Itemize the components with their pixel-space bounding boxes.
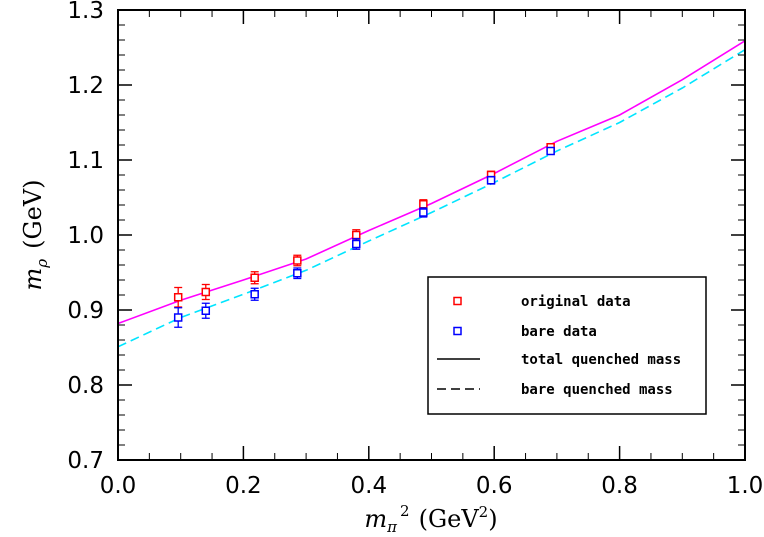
legend-marker-original-data <box>453 296 462 306</box>
legend-marker-bare-data <box>453 326 462 336</box>
legend-label: original data <box>521 294 631 310</box>
bare-data-point <box>173 313 183 322</box>
x-axis-subscript: π <box>386 518 398 536</box>
y-tick-label: 1.0 <box>67 223 104 249</box>
bare-quenched-mass-curve <box>118 49 745 348</box>
original-data-point <box>293 256 302 265</box>
original-data-point <box>419 200 428 209</box>
y-axis-label: mρ (GeV) <box>19 179 51 290</box>
y-tick-label: 1.3 <box>67 0 104 24</box>
bare-data-point <box>352 239 361 249</box>
x-tick-label: 0.0 <box>100 473 137 499</box>
x-tick-label: 1.0 <box>727 473 764 499</box>
x-axis-units-sup: 2 <box>479 503 489 521</box>
y-tick-label: 0.9 <box>67 298 104 324</box>
legend: original data bare data total quenched mas… <box>427 276 707 415</box>
y-axis-units: (GeV) <box>19 179 47 248</box>
y-tick-label: 0.7 <box>67 448 104 474</box>
x-tick-label: 0.2 <box>225 473 262 499</box>
x-tick-labels: 0.0 0.2 0.4 0.6 0.8 1.0 <box>100 473 764 499</box>
bare-data-point <box>201 306 211 315</box>
legend-label: bare quenched mass <box>521 382 673 398</box>
original-data-point <box>250 273 259 282</box>
bare-data-point <box>546 146 555 156</box>
x-tick-label: 0.4 <box>351 473 388 499</box>
data-points-layer <box>173 143 555 328</box>
bare-data-point <box>486 176 496 185</box>
y-tick-labels: 0.7 0.8 0.9 1.0 1.1 1.2 1.3 <box>67 0 104 474</box>
x-axis-label: mπ2 (GeV2) <box>364 502 497 536</box>
legend-entries: original data bare data total quenched mas… <box>437 294 681 398</box>
legend-label: total quenched mass <box>521 352 681 368</box>
y-tick-label: 0.8 <box>67 373 104 399</box>
x-axis-symbol: m <box>364 505 387 533</box>
bare-data-point <box>250 290 259 299</box>
bare-data-point <box>293 269 302 278</box>
original-data-point <box>201 287 211 297</box>
y-axis-subscript: ρ <box>33 259 51 269</box>
x-tick-label: 0.6 <box>476 473 513 499</box>
original-data-point <box>352 230 361 240</box>
x-axis-superscript: 2 <box>400 502 410 520</box>
x-axis-units-close: ) <box>488 505 497 533</box>
y-tick-label: 1.1 <box>67 148 104 174</box>
y-axis-symbol: m <box>19 268 47 291</box>
x-tick-label: 0.8 <box>601 473 638 499</box>
y-tick-label: 1.2 <box>67 73 104 99</box>
original-data-point <box>173 293 183 302</box>
bare-data-point <box>419 208 428 217</box>
x-axis-units: (GeV <box>419 505 480 533</box>
legend-label: bare data <box>521 324 597 340</box>
total-quenched-mass-curve <box>118 40 745 325</box>
legend-box <box>427 276 707 415</box>
ticks-layer <box>117 9 746 461</box>
curves-layer <box>118 40 745 348</box>
